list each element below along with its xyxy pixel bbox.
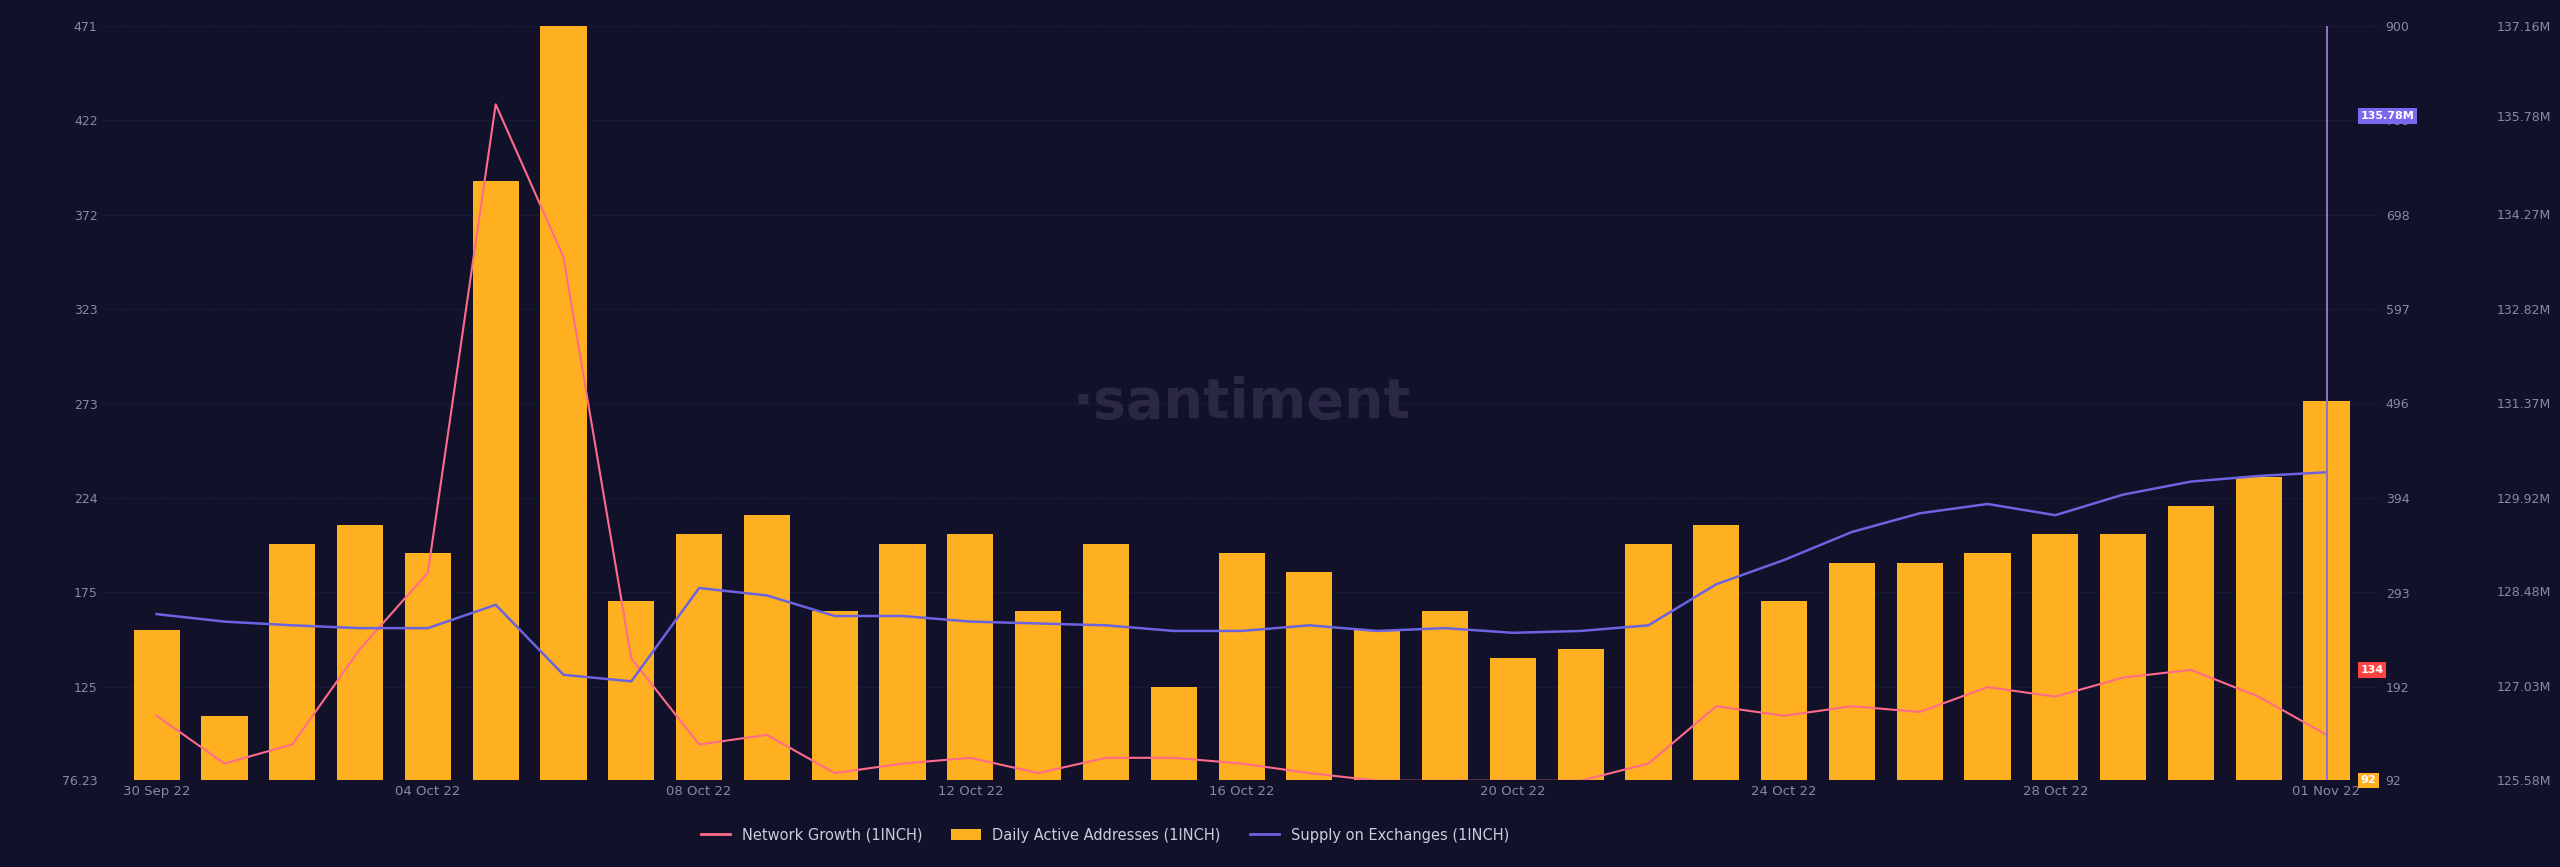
Bar <box>1626 544 1672 867</box>
Bar <box>1354 629 1400 867</box>
Text: 92: 92 <box>2360 775 2376 786</box>
Bar <box>404 553 451 867</box>
Bar <box>1285 572 1331 867</box>
Bar <box>269 544 315 867</box>
Text: 134: 134 <box>2360 665 2383 675</box>
Bar <box>474 181 520 867</box>
Bar <box>202 716 248 867</box>
Bar <box>2235 477 2281 867</box>
Bar <box>1761 601 1807 867</box>
Bar <box>1692 525 1738 867</box>
Bar <box>1556 649 1603 867</box>
Text: ·santiment: ·santiment <box>1073 376 1411 430</box>
Bar <box>1964 553 2010 867</box>
Bar <box>1421 610 1467 867</box>
Text: 135.78M: 135.78M <box>2360 111 2414 121</box>
Bar <box>338 525 384 867</box>
Bar <box>540 0 586 867</box>
Bar <box>1152 688 1198 867</box>
Bar <box>947 534 993 867</box>
Bar <box>1083 544 1129 867</box>
Bar <box>2099 534 2145 867</box>
Bar <box>1897 563 1943 867</box>
Bar <box>881 544 927 867</box>
Bar <box>2304 401 2350 867</box>
Bar <box>609 601 655 867</box>
Legend: Network Growth (1INCH), Daily Active Addresses (1INCH), Supply on Exchanges (1IN: Network Growth (1INCH), Daily Active Add… <box>696 822 1516 849</box>
Bar <box>1828 563 1874 867</box>
Bar <box>1016 610 1062 867</box>
Bar <box>676 534 722 867</box>
Bar <box>1490 658 1536 867</box>
Bar <box>133 629 179 867</box>
Bar <box>2168 505 2214 867</box>
Bar <box>2033 534 2079 867</box>
Bar <box>1219 553 1265 867</box>
Bar <box>745 515 791 867</box>
Bar <box>812 610 858 867</box>
